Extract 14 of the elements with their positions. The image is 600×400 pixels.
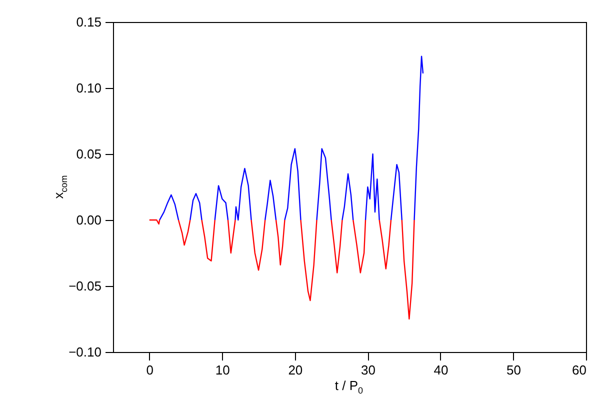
x-tick-label: 60 [572,362,586,378]
x-tick-label: 40 [434,362,448,378]
y-tick-label: −0.05 [68,278,102,294]
y-tick-label: −0.10 [68,344,102,360]
x-axis-title: t / P$_{0}$ [334,378,364,396]
x-tick-label: 30 [360,362,376,378]
x-tick-label: 20 [288,362,303,378]
y-tick-label: 0.00 [76,212,102,228]
x-tick-label: 10 [215,362,230,378]
y-tick-label: 0.15 [76,14,102,30]
x-tick-label: 0 [146,362,154,378]
x-tick-label: 50 [506,362,521,378]
y-tick-label: 0.10 [76,80,102,96]
y-tick-label: 0.05 [76,146,102,162]
